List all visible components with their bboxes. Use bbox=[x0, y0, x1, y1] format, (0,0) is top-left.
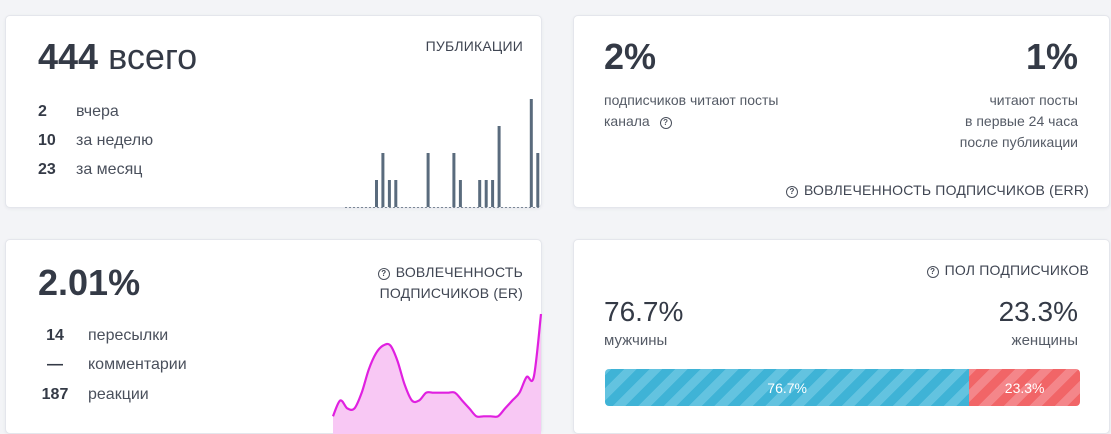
err-right-caption-line3: после публикации bbox=[959, 134, 1078, 150]
gender-bar-male-label: 76.7% bbox=[767, 379, 807, 396]
stat-value: 23 bbox=[38, 161, 56, 178]
gender-male-label: мужчины bbox=[604, 332, 668, 349]
err-left-value: 2% bbox=[604, 36, 656, 78]
publications-stat-week: 10 за неделю bbox=[38, 132, 238, 152]
publications-card: 444 всего ПУБЛИКАЦИИ 2 вчера 10 за недел… bbox=[5, 15, 542, 208]
er-stat-forwards: 14 пересылки bbox=[38, 327, 258, 347]
chart-bar bbox=[484, 180, 488, 207]
stat-value: 2 bbox=[38, 103, 47, 120]
publications-title: ПУБЛИКАЦИИ bbox=[425, 38, 523, 54]
help-icon[interactable]: ? bbox=[377, 268, 390, 280]
err-title-text: ВОВЛЕЧЕННОСТЬ ПОДПИСЧИКОВ (ERR) bbox=[803, 182, 1089, 198]
err-right-caption: читают посты в первые 24 часа после публ… bbox=[960, 90, 1078, 153]
publications-total-number: 444 bbox=[38, 36, 99, 77]
engagement-err-card: 2% подписчиков читают посты канала ? 1% … bbox=[573, 15, 1110, 208]
er-title: ? ВОВЛЕЧЕННОСТЬ ПОДПИСЧИКОВ (ER) bbox=[377, 262, 523, 304]
publications-stat-yesterday: 2 вчера bbox=[38, 103, 238, 123]
gender-bar-female-label: 23.3% bbox=[1004, 379, 1045, 396]
stat-label: за месяц bbox=[76, 161, 143, 178]
gender-bar-female: 23.3% bbox=[969, 369, 1080, 406]
gender-female-label: женщины bbox=[1011, 332, 1078, 349]
stat-label: вчера bbox=[76, 103, 119, 120]
help-icon[interactable]: ? bbox=[659, 117, 672, 129]
err-right-number: 1% bbox=[1025, 36, 1078, 77]
stat-label: пересылки bbox=[88, 327, 169, 344]
chart-bar bbox=[387, 180, 391, 207]
gender-female-number: 23.3% bbox=[998, 296, 1078, 327]
gender-bar-male: 76.7% bbox=[605, 369, 970, 406]
chart-bar bbox=[478, 180, 482, 207]
stat-value: — bbox=[47, 356, 63, 373]
er-value: 2.01% bbox=[38, 262, 140, 304]
help-icon[interactable]: ? bbox=[785, 186, 798, 198]
chart-bar bbox=[394, 180, 398, 207]
er-title-line1-text: ВОВЛЕЧЕННОСТЬ bbox=[395, 264, 523, 280]
er-number: 2.01% bbox=[38, 262, 141, 303]
stat-label: комментарии bbox=[88, 356, 187, 373]
engagement-er-card: 2.01% ? ВОВЛЕЧЕННОСТЬ ПОДПИСЧИКОВ (ER) 14… bbox=[5, 239, 543, 434]
chart-bar bbox=[375, 180, 378, 207]
er-area-chart bbox=[331, 313, 543, 434]
publications-total: 444 всего bbox=[38, 36, 197, 78]
gender-card: ? ПОЛ ПОДПИСЧИКОВ 76.7% мужчины 23.3% жен… bbox=[573, 239, 1110, 434]
gender-male-number: 76.7% bbox=[604, 296, 684, 327]
err-left-caption-line2: канала ? bbox=[604, 111, 778, 132]
err-right-caption-line2: в первые 24 часа bbox=[965, 113, 1078, 129]
chart-bar bbox=[529, 99, 533, 207]
chart-bar bbox=[381, 153, 385, 207]
err-left-caption-line1: подписчиков читают посты bbox=[604, 92, 779, 108]
chart-area-fill bbox=[333, 314, 541, 434]
er-title-line1: ? ВОВЛЕЧЕННОСТЬ bbox=[377, 262, 523, 283]
stat-value: 14 bbox=[46, 327, 64, 344]
chart-bar bbox=[491, 180, 495, 207]
stat-value: 10 bbox=[38, 132, 56, 149]
er-stat-comments: — комментарии bbox=[38, 356, 258, 376]
err-left-number: 2% bbox=[604, 36, 657, 77]
stat-label: реакции bbox=[88, 386, 149, 403]
chart-bar bbox=[497, 126, 501, 207]
help-icon[interactable]: ? bbox=[926, 266, 939, 278]
err-right-caption-line1: читают посты bbox=[989, 92, 1079, 108]
gender-bar: 76.7% 23.3% bbox=[605, 369, 1080, 406]
chart-bar bbox=[426, 153, 430, 207]
publications-bar-chart bbox=[345, 99, 540, 208]
er-stat-reactions: 187 реакции bbox=[38, 386, 258, 406]
chart-bar bbox=[452, 153, 456, 207]
err-left-caption: подписчиков читают посты канала ? bbox=[604, 90, 778, 132]
err-title: ? ВОВЛЕЧЕННОСТЬ ПОДПИСЧИКОВ (ERR) bbox=[785, 182, 1089, 198]
publications-total-suffix: всего bbox=[108, 36, 198, 77]
err-right-value: 1% bbox=[1026, 36, 1078, 78]
gender-male-value: 76.7% bbox=[604, 296, 683, 328]
gender-title-text: ПОЛ ПОДПИСЧИКОВ bbox=[944, 262, 1089, 278]
chart-line bbox=[331, 313, 543, 418]
gender-title: ? ПОЛ ПОДПИСЧИКОВ bbox=[926, 262, 1089, 278]
gender-female-value: 23.3% bbox=[999, 296, 1078, 328]
chart-bar bbox=[458, 180, 462, 207]
er-title-line2: ПОДПИСЧИКОВ (ER) bbox=[379, 285, 523, 301]
err-left-caption-line2-text: канала bbox=[604, 113, 650, 129]
chart-bar bbox=[536, 153, 540, 207]
stat-label: за неделю bbox=[76, 132, 154, 149]
publications-stat-month: 23 за месяц bbox=[38, 161, 238, 181]
stat-value: 187 bbox=[41, 386, 69, 403]
